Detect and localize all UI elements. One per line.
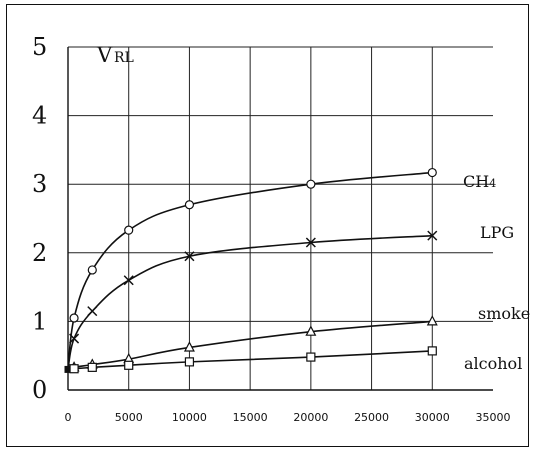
series-smoke: [67, 315, 438, 372]
series-ch4: [64, 167, 437, 373]
x-tick-label: 15000: [233, 411, 268, 424]
series-label: smoke: [478, 304, 530, 323]
series-label: CH4: [463, 172, 496, 191]
y-axis-label: V: [96, 43, 113, 67]
x-tick-label: 5000: [115, 411, 143, 424]
x-tick-label: 25000: [354, 411, 389, 424]
triangle-marker: [305, 325, 317, 336]
circle-marker: [87, 265, 97, 275]
series-label-subscript: 4: [489, 177, 496, 190]
x-tick-label: 30000: [415, 411, 450, 424]
circle-marker: [69, 313, 79, 323]
triangle-marker: [426, 315, 438, 326]
circle-marker: [124, 225, 134, 235]
chart-frame: [6, 4, 529, 447]
x-marker: [123, 275, 134, 286]
square-marker: [124, 360, 134, 370]
series-alcohol: [67, 346, 437, 374]
y-tick-label: 1: [32, 307, 47, 335]
square-marker: [69, 364, 79, 374]
series-lpg: [67, 230, 438, 370]
labels-group: V RL CH4 LPG smoke alcohol: [96, 43, 530, 373]
series-group: [64, 167, 438, 374]
y-tick-label: 0: [32, 376, 47, 404]
circle-marker: [306, 179, 316, 189]
x-tick-label: 35000: [476, 411, 511, 424]
square-marker: [427, 346, 437, 356]
x-tick-label: 10000: [172, 411, 207, 424]
y-tick-label: 4: [32, 102, 47, 130]
y-tick-label: 3: [32, 170, 47, 198]
axes: 0 1 2 3 4 5 0 5000 10000 15000 20000 25000 30000 3500…: [32, 33, 511, 424]
series-line: [67, 234, 433, 370]
x-marker: [427, 230, 438, 241]
x-marker: [69, 333, 80, 344]
x-tick-label: 0: [65, 411, 72, 424]
circle-marker: [427, 167, 437, 178]
x-marker: [305, 237, 316, 248]
x-marker: [184, 251, 195, 262]
square-marker: [184, 357, 195, 367]
circle-marker: [184, 200, 195, 210]
series-label: LPG: [480, 223, 514, 242]
y-tick-label: 5: [32, 33, 47, 61]
x-tick-label: 20000: [293, 411, 328, 424]
grid: [68, 46, 493, 390]
series-label: alcohol: [464, 354, 522, 373]
y-tick-label: 2: [32, 239, 47, 267]
x-marker: [87, 306, 98, 317]
square-marker: [306, 352, 316, 362]
square-marker: [87, 362, 97, 372]
y-axis-label-subscript: RL: [114, 50, 134, 66]
triangle-marker: [183, 341, 195, 352]
